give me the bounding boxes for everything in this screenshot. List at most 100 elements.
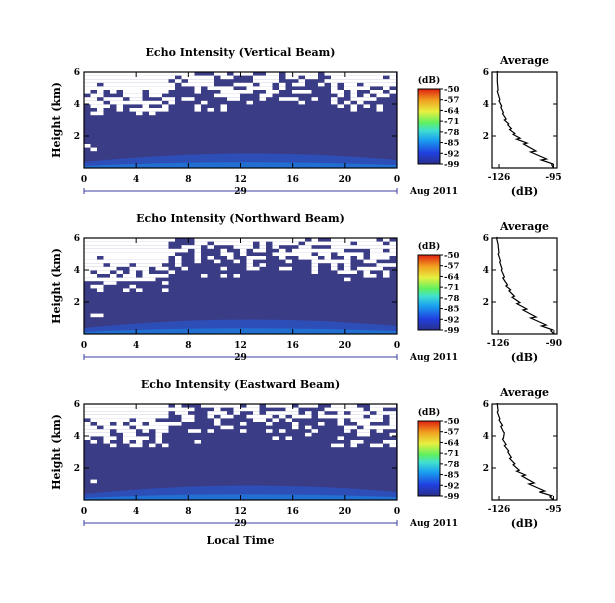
noise-cell	[103, 79, 110, 83]
noise-cell	[162, 97, 169, 101]
noise-cell	[350, 79, 357, 83]
y-tick-label: 4	[74, 100, 80, 110]
noise-cell	[181, 248, 188, 253]
noise-cell	[123, 277, 130, 282]
y-tick-label: 6	[74, 400, 80, 410]
noise-cell	[136, 93, 143, 98]
noise-cell	[253, 407, 260, 412]
noise-cell	[188, 82, 195, 87]
noise-cell	[103, 86, 110, 90]
noise-cell	[142, 100, 149, 105]
noise-cell	[279, 248, 286, 253]
noise-cell	[162, 72, 169, 76]
noise-cell	[116, 411, 123, 415]
noise-cell	[149, 108, 156, 112]
noise-cell	[357, 411, 364, 415]
noise-cell	[136, 256, 143, 260]
noise-cell	[305, 72, 312, 76]
noise-cell	[136, 238, 143, 242]
noise-cell	[97, 79, 104, 83]
noise-cell	[253, 248, 260, 253]
noise-cell	[324, 256, 331, 260]
noise-cell	[357, 97, 364, 101]
x-tick-label: 16	[286, 175, 299, 185]
noise-cell	[142, 238, 149, 242]
y-axis-label: Height (km)	[50, 414, 63, 490]
noise-cell	[155, 93, 162, 98]
panel-title: Echo Intensity (Vertical Beam)	[145, 46, 335, 59]
noise-cell	[110, 79, 117, 83]
noise-cell	[246, 238, 253, 242]
noise-cell	[350, 425, 357, 430]
noise-cell	[90, 252, 97, 256]
noise-cell	[168, 248, 175, 253]
noise-cell	[123, 90, 130, 94]
x-tick-label: 12	[234, 507, 247, 517]
noise-cell	[389, 72, 396, 76]
noise-cell	[383, 86, 390, 90]
noise-cell	[337, 238, 344, 242]
noise-cell	[181, 411, 188, 415]
noise-cell	[103, 266, 110, 271]
noise-cell	[84, 86, 91, 90]
noise-cell	[246, 100, 253, 105]
y-axis-label: Height (km)	[50, 82, 63, 158]
noise-cell	[350, 414, 357, 419]
noise-cell	[103, 425, 110, 430]
colorbar-tick-label: -99	[444, 492, 459, 502]
noise-cell	[292, 241, 299, 246]
colorbar-tick-label: -57	[444, 262, 459, 272]
noise-cell	[90, 79, 97, 83]
noise-cell	[376, 72, 383, 76]
profile-line	[496, 71, 555, 169]
noise-cell	[84, 245, 91, 249]
colorbar-tick-label: -57	[444, 96, 459, 106]
noise-cell	[162, 411, 169, 415]
noise-cell	[188, 79, 195, 83]
noise-cell	[233, 90, 240, 94]
noise-cell	[350, 404, 357, 408]
noise-cell	[357, 432, 364, 437]
panel-title: Echo Intensity (Eastward Beam)	[141, 378, 340, 391]
noise-cell	[90, 104, 97, 108]
noise-cell	[331, 72, 338, 76]
profile-title: Average	[499, 220, 549, 233]
noise-cell	[357, 238, 364, 242]
noise-cell	[168, 86, 175, 90]
noise-cell	[246, 404, 253, 408]
noise-cell	[129, 100, 136, 105]
noise-cell	[97, 108, 104, 112]
x-tick-label: 16	[286, 507, 299, 517]
noise-cell	[84, 432, 91, 437]
noise-cell	[318, 422, 325, 426]
noise-cell	[370, 248, 377, 253]
noise-cell	[233, 411, 240, 415]
noise-cell	[129, 407, 136, 412]
noise-cell	[103, 422, 110, 426]
noise-cell	[246, 256, 253, 260]
noise-cell	[181, 72, 188, 76]
profile-line	[496, 403, 554, 501]
noise-cell	[233, 241, 240, 246]
noise-cell	[337, 436, 344, 440]
noise-cell	[279, 241, 286, 246]
noise-cell	[370, 425, 377, 430]
noise-cell	[240, 248, 247, 253]
noise-cell	[201, 404, 208, 408]
noise-cell	[97, 72, 104, 76]
noise-cell	[149, 411, 156, 415]
noise-cell	[389, 411, 396, 415]
date-month-label: Aug 2011	[409, 519, 458, 529]
noise-cell	[142, 270, 149, 274]
noise-cell	[123, 75, 130, 80]
noise-cell	[110, 248, 117, 253]
noise-cell	[259, 241, 266, 246]
noise-cell	[324, 72, 331, 76]
noise-cell	[370, 414, 377, 419]
noise-cell	[168, 97, 175, 101]
noise-cell	[285, 241, 292, 246]
noise-cell	[233, 259, 240, 264]
noise-cell	[168, 75, 175, 80]
noise-cell	[175, 79, 182, 83]
noise-cell	[357, 256, 364, 260]
